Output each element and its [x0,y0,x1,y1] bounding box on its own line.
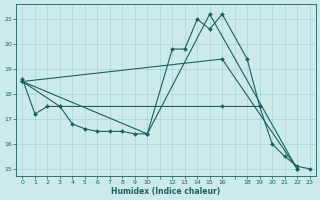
X-axis label: Humidex (Indice chaleur): Humidex (Indice chaleur) [111,187,221,196]
